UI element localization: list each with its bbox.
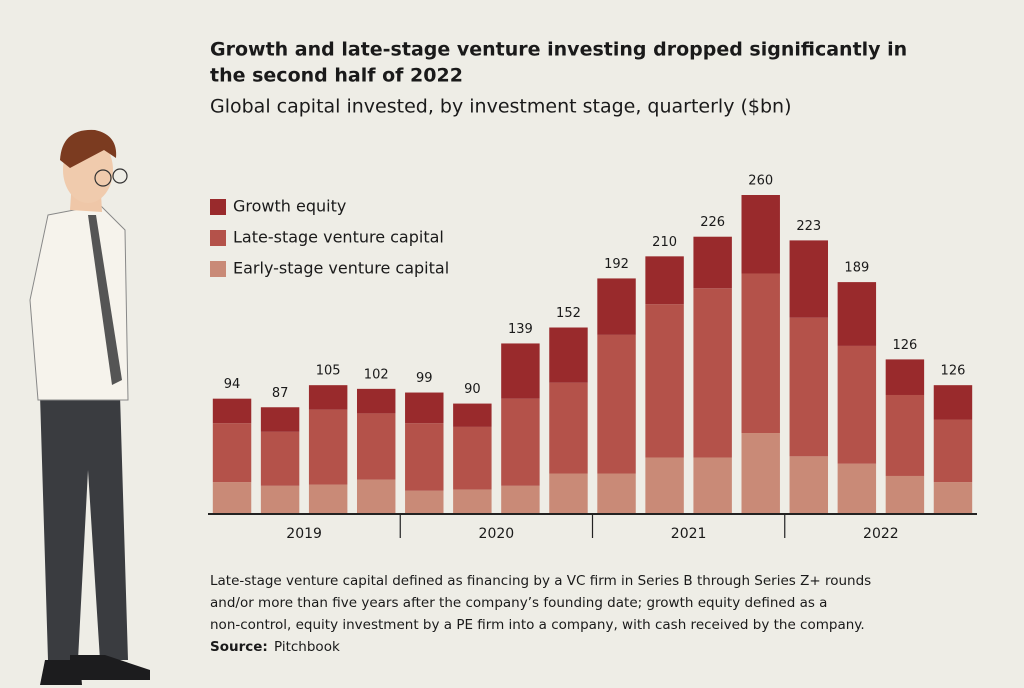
bar-segment — [405, 490, 444, 514]
bar-segment — [597, 473, 636, 514]
footnote: and/or more than five years after the co… — [210, 595, 827, 611]
bar-segment — [260, 431, 300, 486]
bar-segment — [308, 409, 348, 485]
footnote: Late-stage venture capital defined as fi… — [210, 573, 871, 589]
total-label: 102 — [364, 367, 389, 382]
total-label: 260 — [748, 174, 773, 189]
bar-segment — [405, 392, 444, 424]
bar-segment — [933, 482, 973, 514]
bar-segment — [789, 317, 829, 457]
legend-swatch — [210, 230, 226, 246]
total-label: 126 — [892, 338, 917, 353]
bar-segment — [885, 475, 925, 514]
bar-segment — [597, 278, 636, 335]
bar-segment — [837, 345, 877, 464]
bar-segment — [693, 288, 732, 458]
legend-label: Late-stage venture capital — [233, 228, 444, 247]
bar-segment — [308, 385, 348, 410]
bar-segment — [741, 273, 780, 434]
year-label: 2021 — [671, 526, 707, 542]
total-label: 139 — [508, 322, 533, 337]
illustration — [29, 129, 150, 685]
bar-segment — [645, 256, 684, 305]
chart-title: Growth and late-stage venture investing … — [210, 39, 907, 61]
bar-segment — [885, 359, 925, 395]
footnote: non-control, equity investment by a PE f… — [210, 617, 865, 633]
year-label: 2020 — [479, 526, 515, 542]
bar-segment — [453, 489, 492, 514]
bar-segment — [212, 423, 252, 483]
bar-segment — [837, 463, 877, 514]
year-label: 2022 — [863, 526, 899, 542]
bar-segment — [645, 457, 684, 514]
total-label: 210 — [652, 235, 677, 250]
bar-segment — [260, 485, 300, 514]
bar-segment — [405, 423, 444, 491]
bar-segment — [260, 407, 300, 432]
bar-segment — [933, 385, 973, 420]
bar-segment — [356, 479, 396, 514]
total-label: 192 — [604, 257, 629, 272]
total-label: 189 — [844, 261, 869, 276]
legend-label: Growth equity — [233, 197, 346, 216]
bar-segment — [356, 413, 396, 480]
legend-label: Early-stage venture capital — [233, 259, 449, 278]
bar-segment — [212, 482, 252, 514]
bar-segment — [308, 484, 348, 514]
total-label: 94 — [224, 377, 241, 392]
legend-swatch — [210, 199, 226, 215]
total-label: 90 — [464, 382, 481, 397]
bar-segment — [501, 343, 540, 399]
bar-segment — [549, 327, 588, 383]
bar-segment — [356, 388, 396, 414]
bar-segment — [741, 195, 780, 274]
bar-segment — [933, 419, 973, 483]
chart-title: the second half of 2022 — [210, 65, 463, 87]
bar-segment — [597, 334, 636, 474]
total-label: 87 — [272, 386, 289, 401]
bar-segment — [645, 304, 684, 458]
bar-segment — [837, 282, 877, 346]
bar-segment — [693, 236, 732, 289]
bar-segment — [789, 456, 829, 514]
bar-segment — [453, 403, 492, 427]
bar-segment — [453, 426, 492, 490]
source: Pitchbook — [274, 639, 340, 655]
source-label: Source: — [210, 639, 268, 655]
bar-segment — [549, 473, 588, 514]
bar-segment — [789, 240, 829, 318]
legend-swatch — [210, 261, 226, 277]
total-label: 99 — [416, 371, 433, 386]
bar-segment — [885, 394, 925, 476]
bar-segment — [212, 398, 252, 424]
year-label: 2019 — [286, 526, 322, 542]
bar-segment — [741, 433, 780, 514]
total-label: 223 — [796, 219, 821, 234]
bar-segment — [693, 457, 732, 514]
bar-segment — [501, 485, 540, 514]
total-label: 105 — [316, 364, 341, 379]
bar-segment — [501, 398, 540, 486]
total-label: 126 — [941, 364, 966, 379]
total-label: 152 — [556, 306, 581, 321]
bar-segment — [549, 382, 588, 474]
total-label: 226 — [700, 215, 725, 230]
chart-subtitle: Global capital invested, by investment s… — [210, 96, 792, 118]
